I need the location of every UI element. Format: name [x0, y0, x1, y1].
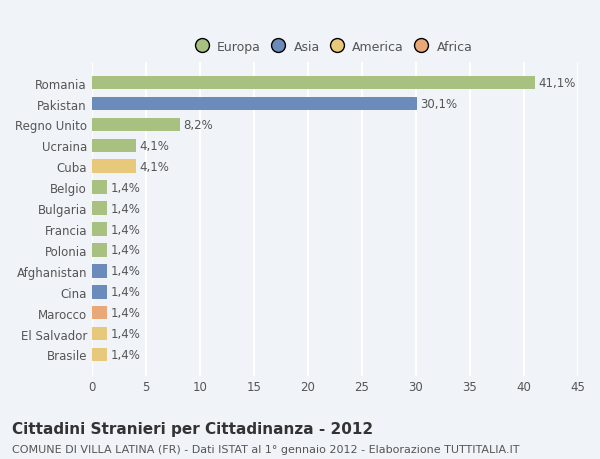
Bar: [92, 244, 107, 257]
Bar: [92, 264, 107, 278]
Bar: [92, 223, 107, 236]
Bar: [92, 98, 417, 111]
Bar: [92, 348, 107, 362]
Legend: Europa, Asia, America, Africa: Europa, Asia, America, Africa: [193, 37, 476, 58]
Text: 4,1%: 4,1%: [139, 161, 169, 174]
Text: 30,1%: 30,1%: [420, 98, 457, 111]
Bar: [92, 202, 107, 215]
Bar: [92, 181, 107, 195]
Bar: [92, 160, 136, 174]
Text: 1,4%: 1,4%: [110, 348, 140, 361]
Text: 1,4%: 1,4%: [110, 285, 140, 299]
Text: 1,4%: 1,4%: [110, 202, 140, 215]
Text: 1,4%: 1,4%: [110, 244, 140, 257]
Text: 1,4%: 1,4%: [110, 181, 140, 194]
Bar: [92, 285, 107, 299]
Bar: [92, 327, 107, 341]
Bar: [92, 77, 535, 90]
Text: 1,4%: 1,4%: [110, 327, 140, 340]
Bar: [92, 118, 181, 132]
Text: 1,4%: 1,4%: [110, 223, 140, 236]
Text: COMUNE DI VILLA LATINA (FR) - Dati ISTAT al 1° gennaio 2012 - Elaborazione TUTTI: COMUNE DI VILLA LATINA (FR) - Dati ISTAT…: [12, 444, 520, 454]
Text: 4,1%: 4,1%: [139, 140, 169, 152]
Text: 8,2%: 8,2%: [184, 119, 214, 132]
Text: 41,1%: 41,1%: [539, 77, 576, 90]
Bar: [92, 139, 136, 153]
Text: 1,4%: 1,4%: [110, 307, 140, 319]
Text: 1,4%: 1,4%: [110, 265, 140, 278]
Text: Cittadini Stranieri per Cittadinanza - 2012: Cittadini Stranieri per Cittadinanza - 2…: [12, 421, 373, 436]
Bar: [92, 306, 107, 320]
